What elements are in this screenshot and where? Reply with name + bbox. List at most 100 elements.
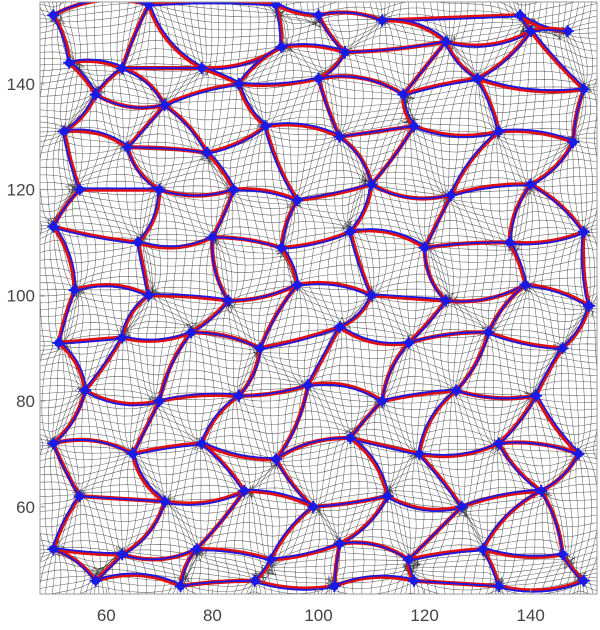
grain-boundary-127	[274, 383, 310, 462]
grain-boundary-64	[449, 182, 533, 198]
grain-boundary-44	[61, 128, 130, 150]
grain-boundary-104	[120, 330, 194, 343]
mesh-line-horizontal-69	[40, 398, 597, 416]
junction-marker-69	[195, 437, 208, 450]
grain-boundary-35	[475, 76, 586, 94]
grain-boundary-89	[146, 293, 231, 303]
mesh-line-horizontal-71	[40, 414, 597, 433]
grain-boundary-7	[120, 2, 151, 71]
junction-marker-85	[264, 553, 277, 566]
junction-marker-43	[577, 225, 590, 238]
junction-marker-60	[79, 384, 92, 397]
junction-marker-48	[365, 289, 378, 302]
junction-marker-79	[381, 490, 394, 503]
grain-boundary-129	[417, 388, 459, 456]
mesh-line-horizontal-41	[40, 220, 597, 255]
junction-marker-22	[121, 141, 134, 154]
grain-boundary-111	[82, 335, 125, 393]
grain-boundary-176	[93, 572, 183, 589]
junction-marker-24	[259, 120, 272, 133]
mesh-line-horizontal-80	[40, 468, 597, 491]
mesh-line-horizontal-87	[40, 511, 597, 531]
grain-boundary-135	[273, 435, 353, 462]
grain-boundary-8	[146, 2, 204, 71]
junction-marker-75	[73, 490, 86, 503]
junction-marker-58	[482, 326, 495, 339]
junction-marker-17	[312, 72, 325, 85]
grain-boundary-74	[136, 235, 215, 250]
junction-marker-0	[47, 9, 60, 22]
junction-marker-41	[418, 241, 431, 254]
mesh-line-horizontal-11	[40, 33, 597, 63]
grain-boundary-58	[528, 140, 576, 187]
junction-marker-14	[89, 88, 102, 101]
grain-boundary-94	[523, 282, 592, 309]
grain-boundary-114	[305, 325, 342, 388]
grain-boundary-24	[236, 44, 284, 86]
grain-boundary-112	[157, 330, 194, 404]
grain-boundary-119	[157, 392, 242, 404]
x-tick-label-1: 80	[203, 606, 222, 625]
grain-boundary-73	[51, 224, 141, 245]
junction-marker-86	[333, 537, 346, 550]
grain-boundary-143	[348, 435, 390, 499]
junction-marker-88	[476, 543, 489, 556]
grain-boundary-131	[533, 393, 581, 456]
junction-marker-9	[195, 62, 208, 75]
junction-marker-40	[344, 225, 357, 238]
grain-boundary-77	[348, 228, 427, 250]
grain-boundary-82	[210, 235, 231, 303]
junction-marker-50	[519, 278, 532, 291]
grain-boundary-18	[342, 39, 448, 55]
mesh-line-horizontal-90	[40, 536, 597, 558]
junction-marker-78	[307, 500, 320, 513]
mesh-line-horizontal-51	[40, 283, 597, 314]
grain-boundary-78	[422, 240, 512, 250]
junction-marker-34	[445, 188, 458, 201]
junction-marker-23	[201, 146, 214, 159]
x-tick-label-3: 120	[410, 606, 438, 625]
grain-boundary-63	[369, 182, 454, 201]
y-tick-label-1: 80	[16, 392, 35, 411]
grain-boundary-132	[51, 437, 135, 456]
mesh-line-horizontal-20	[40, 92, 597, 114]
mesh-line-horizontal-29	[40, 150, 597, 172]
mesh-line-horizontal-100	[78, 583, 591, 594]
grain-boundary-152	[459, 488, 544, 509]
mesh-line-horizontal-89	[40, 529, 597, 548]
x-axis: 60 80 100 120 140	[97, 589, 545, 625]
mesh-line-horizontal-33	[40, 172, 597, 202]
grain-boundary-79	[507, 229, 586, 246]
junction-marker-26	[408, 120, 420, 133]
junction-marker-96	[577, 574, 590, 587]
grain-boundary-162	[120, 547, 199, 562]
grain-boundary-178	[252, 578, 337, 591]
junction-marker-53	[116, 331, 129, 344]
grain-boundary-91	[295, 280, 374, 298]
grain-boundary-137	[417, 441, 502, 459]
grain-boundary-109	[486, 330, 565, 351]
grain-boundary-28	[475, 29, 533, 81]
junction-marker-4	[376, 14, 389, 27]
junction-marker-73	[492, 437, 505, 450]
mesh-line-horizontal-1	[265, 2, 541, 8]
grain-boundary-156	[268, 504, 316, 562]
grain-boundary-163	[194, 546, 273, 562]
junction-marker-12	[439, 35, 452, 48]
junction-marker-91	[174, 580, 187, 593]
grain-boundary-50	[496, 128, 576, 145]
junction-marker-72	[413, 447, 426, 460]
y-tick-label-2: 100	[7, 286, 35, 305]
grain-boundary-92	[369, 293, 448, 303]
junction-marker-77	[238, 484, 251, 497]
junction-marker-10	[275, 40, 288, 53]
grain-boundary-30	[93, 92, 167, 110]
junction-marker-36	[47, 220, 60, 233]
grain-boundary-76	[279, 229, 353, 250]
grain-boundary-54	[263, 124, 300, 203]
junction-marker-80	[455, 500, 468, 513]
grain-boundary-98	[258, 282, 300, 351]
grain-boundary-180	[411, 578, 501, 589]
grain-boundary-60	[157, 187, 236, 198]
